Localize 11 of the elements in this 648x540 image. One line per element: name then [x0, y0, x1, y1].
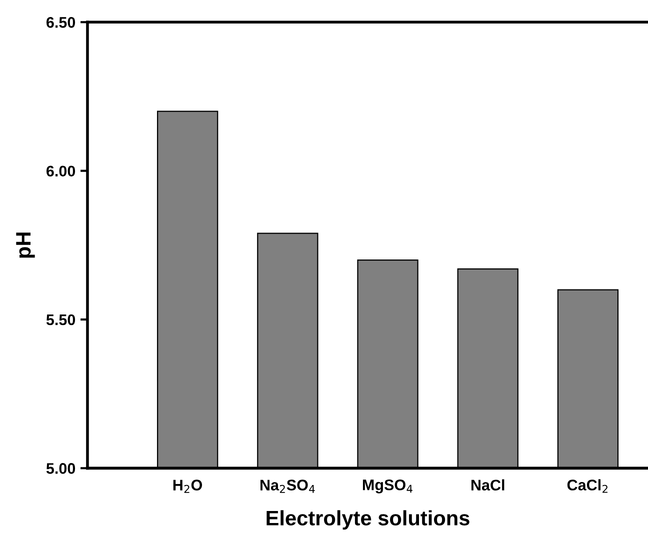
y-axis-title: pH [16, 232, 35, 258]
x-tick-label: H$_{2}$O [173, 480, 202, 493]
x-tick-label: CaCl$_{2}$ [567, 479, 608, 493]
x-tick-label: MgSO$_{4}$ [362, 479, 412, 494]
x-tick-label: Na$_{2}$SO$_{4}$ [260, 480, 315, 493]
y-tick-label: 6.50 [46, 17, 76, 28]
y-tick-label: 5.50 [46, 314, 76, 326]
y-tick-label: 6.00 [46, 166, 76, 177]
x-axis-title: Electrolyte solutions [266, 510, 470, 530]
y-tick-label: 5.00 [46, 463, 76, 474]
x-tick-label: NaCl [471, 479, 504, 491]
